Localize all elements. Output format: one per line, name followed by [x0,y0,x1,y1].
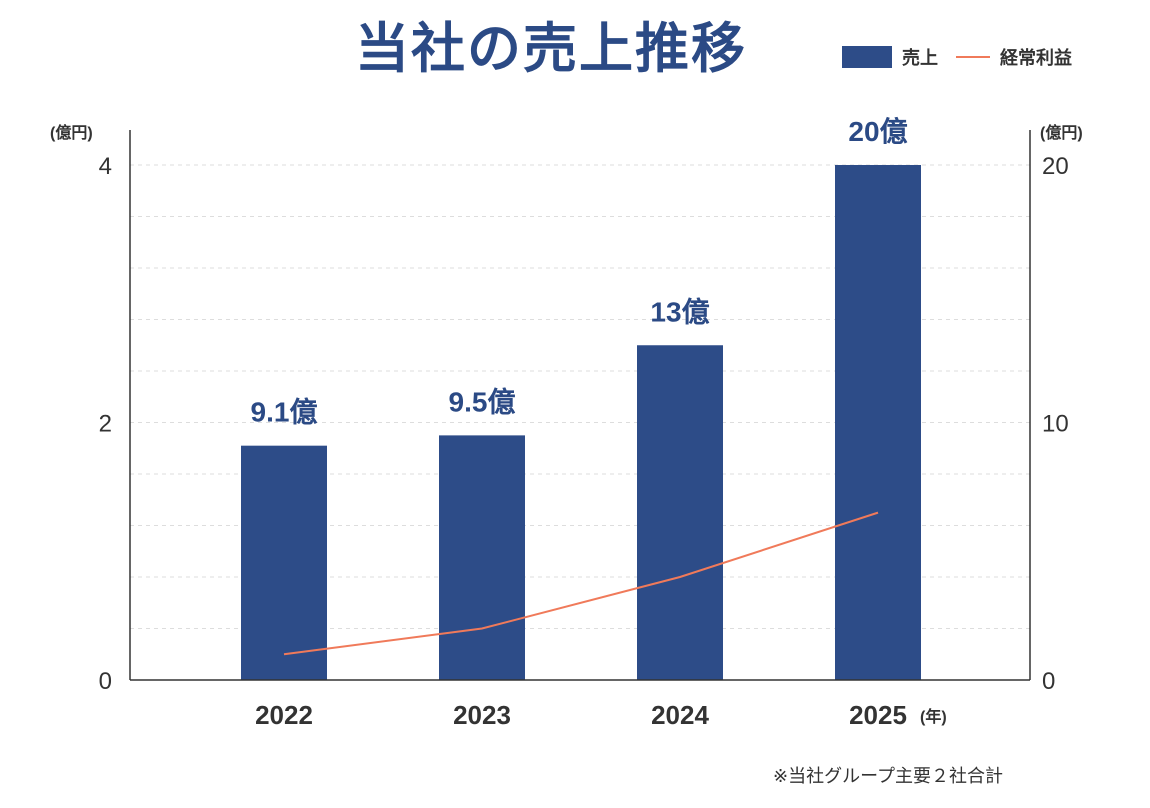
y-right-tick: 10 [1042,411,1069,438]
x-tick-2024: 2024 [651,700,709,730]
y-right-tick: 20 [1042,153,1069,180]
bar-2022 [241,445,327,680]
data-label-2025: 20億 [848,116,907,147]
x-tick-2022: 2022 [255,700,313,730]
bar-2023 [439,435,525,680]
y-right-tick: 0 [1042,668,1055,695]
x-unit: (年) [920,707,947,726]
x-tick-2023: 2023 [453,700,511,730]
y-right-unit: (億円) [1040,123,1083,142]
legend-bar-label: 売上 [902,48,938,68]
y-left-unit: (億円) [50,123,93,142]
legend-line-swatch [956,56,990,58]
data-label-2024: 13億 [650,296,709,327]
y-left-tick: 0 [99,668,112,695]
legend-bar-swatch [842,46,892,68]
y-left-tick: 4 [99,153,112,180]
legend: 売上 経常利益 [842,44,1072,70]
data-label-2022: 9.1億 [251,397,318,428]
bar-2025 [835,165,921,680]
x-tick-2025: 2025 [849,700,907,730]
line-keijou-rieki [283,511,879,656]
data-label-2023: 9.5億 [449,386,516,417]
y-left-tick: 2 [99,411,112,438]
bar-2024 [637,345,723,680]
legend-line-label: 経常利益 [1000,48,1072,68]
footnote: ※当社グループ主要２社合計 [773,766,1004,786]
chart-title: 当社の売上推移 [355,19,747,79]
